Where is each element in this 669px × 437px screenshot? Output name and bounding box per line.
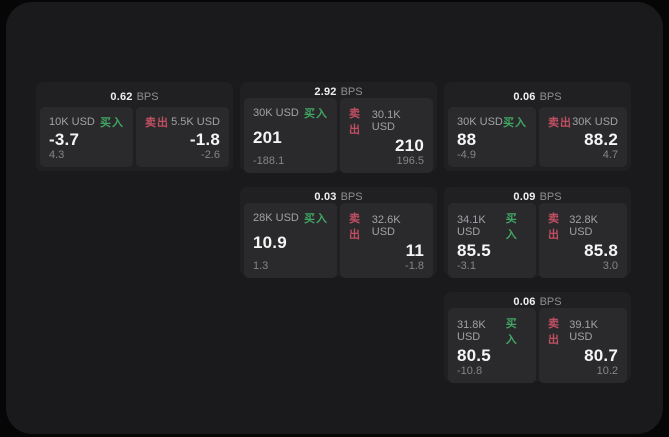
bps-unit: BPS xyxy=(340,86,363,98)
sell-delta: 3.0 xyxy=(602,260,618,272)
sell-tile[interactable]: 卖出 5.5K USD -1.8 -2.6 xyxy=(136,107,229,167)
card-body: 28K USD 买入 10.9 1.3 卖出 32.6K USD 11 -1.8 xyxy=(244,203,433,278)
sell-price: -1.8 xyxy=(189,129,220,149)
buy-tile[interactable]: 30K USD 买入 88 -4.9 xyxy=(448,107,536,167)
buy-delta: -188.1 xyxy=(253,155,285,167)
buy-tag[interactable]: 买入 xyxy=(304,108,328,120)
sell-tile[interactable]: 卖出 30K USD 88.2 4.7 xyxy=(539,107,627,167)
quote-card: 0.06 BPS 31.8K USD 买入 80.5 -10.8 卖出 39.1… xyxy=(444,292,631,383)
bps-value: 0.62 xyxy=(110,90,133,103)
buy-price: 10.9 xyxy=(253,233,287,252)
buy-price: -3.7 xyxy=(49,129,80,149)
bps-unit: BPS xyxy=(539,90,562,103)
sell-price: 210 xyxy=(395,136,424,155)
buy-tag[interactable]: 买入 xyxy=(505,318,518,346)
sell-tag[interactable]: 卖出 xyxy=(548,117,572,129)
sell-price: 80.7 xyxy=(584,346,618,365)
sell-tag[interactable]: 卖出 xyxy=(349,213,361,241)
sell-delta: -2.6 xyxy=(201,149,220,161)
sell-tile[interactable]: 卖出 39.1K USD 80.7 10.2 xyxy=(539,308,627,383)
card-body: 34.1K USD 买入 85.5 -3.1 卖出 32.8K USD 85.8… xyxy=(448,203,627,278)
bps-value: 0.06 xyxy=(513,296,536,308)
buy-size-label: 28K USD xyxy=(253,212,299,224)
buy-tile[interactable]: 10K USD 买入 -3.7 4.3 xyxy=(40,107,133,167)
sell-price: 85.8 xyxy=(584,241,618,260)
sell-delta: 10.2 xyxy=(596,365,618,377)
buy-tag[interactable]: 买入 xyxy=(304,213,328,225)
buy-price: 201 xyxy=(253,128,282,147)
buy-price: 85.5 xyxy=(457,241,491,260)
buy-tile[interactable]: 31.8K USD 买入 80.5 -10.8 xyxy=(448,308,536,383)
card-body: 31.8K USD 买入 80.5 -10.8 卖出 39.1K USD 80.… xyxy=(448,308,627,383)
sell-delta: 4.7 xyxy=(602,149,618,161)
sell-tile[interactable]: 卖出 32.8K USD 85.8 3.0 xyxy=(539,203,627,278)
sell-size-label: 32.6K USD xyxy=(371,214,401,238)
quote-card: 2.92 BPS 30K USD 买入 201 -188.1 卖出 30.1K … xyxy=(240,82,437,173)
card-header: 0.62 BPS xyxy=(40,86,229,107)
sell-size-label: 39.1K USD xyxy=(569,319,598,343)
quote-card: 0.06 BPS 30K USD 买入 88 -4.9 卖出 30K USD xyxy=(444,82,631,171)
bps-value: 0.09 xyxy=(513,191,536,203)
buy-size-label: 30K USD xyxy=(457,116,503,128)
buy-size-label: 30K USD xyxy=(253,107,299,119)
bps-value: 0.06 xyxy=(513,90,536,103)
bps-unit: BPS xyxy=(340,191,363,203)
sell-tile[interactable]: 卖出 30.1K USD 210 196.5 xyxy=(340,98,433,173)
buy-price: 88 xyxy=(457,129,477,149)
buy-tile[interactable]: 28K USD 买入 10.9 1.3 xyxy=(244,203,337,278)
buy-delta: -10.8 xyxy=(457,365,483,377)
sell-size-label: 5.5K USD xyxy=(171,116,220,128)
sell-delta: 196.5 xyxy=(396,155,424,167)
card-body: 30K USD 买入 201 -188.1 卖出 30.1K USD 210 1… xyxy=(244,98,433,173)
sell-tile[interactable]: 卖出 32.6K USD 11 -1.8 xyxy=(340,203,433,278)
buy-delta: -3.1 xyxy=(457,260,476,272)
sell-size-label: 32.8K USD xyxy=(569,214,598,238)
buy-tag[interactable]: 买入 xyxy=(100,117,124,129)
card-body: 10K USD 买入 -3.7 4.3 卖出 5.5K USD -1.8 -2.… xyxy=(40,107,229,167)
buy-tile[interactable]: 34.1K USD 买入 85.5 -3.1 xyxy=(448,203,536,278)
app-window: 0.62 BPS 10K USD 买入 -3.7 4.3 卖出 5.5K USD xyxy=(6,2,663,434)
sell-size-label: 30.1K USD xyxy=(371,109,401,133)
card-header: 0.06 BPS xyxy=(448,296,627,308)
card-header: 2.92 BPS xyxy=(244,86,433,98)
bps-unit: BPS xyxy=(539,191,562,203)
quote-grid: 0.62 BPS 10K USD 买入 -3.7 4.3 卖出 5.5K USD xyxy=(36,82,631,383)
sell-tag[interactable]: 卖出 xyxy=(548,213,560,241)
sell-delta: -1.8 xyxy=(405,260,424,272)
buy-size-label: 34.1K USD xyxy=(457,214,486,238)
sell-size-label: 30K USD xyxy=(572,116,618,128)
sell-tag[interactable]: 卖出 xyxy=(548,318,560,346)
buy-delta: 4.3 xyxy=(49,149,65,161)
buy-tile[interactable]: 30K USD 买入 201 -188.1 xyxy=(244,98,337,173)
bps-value: 0.03 xyxy=(314,191,337,203)
quote-card: 0.62 BPS 10K USD 买入 -3.7 4.3 卖出 5.5K USD xyxy=(36,82,233,171)
buy-size-label: 31.8K USD xyxy=(457,319,486,343)
quote-card: 0.03 BPS 28K USD 买入 10.9 1.3 卖出 32.6K US… xyxy=(240,187,437,278)
sell-tag[interactable]: 卖出 xyxy=(349,108,361,136)
sell-price: 11 xyxy=(405,241,424,260)
bps-value: 2.92 xyxy=(314,86,337,98)
card-header: 0.09 BPS xyxy=(448,191,627,203)
sell-price: 88.2 xyxy=(584,129,618,149)
bps-unit: BPS xyxy=(539,296,562,308)
card-body: 30K USD 买入 88 -4.9 卖出 30K USD 88.2 4.7 xyxy=(448,107,627,167)
card-header: 0.06 BPS xyxy=(448,86,627,107)
buy-size-label: 10K USD xyxy=(49,116,95,128)
bps-unit: BPS xyxy=(136,90,159,103)
buy-tag[interactable]: 买入 xyxy=(503,117,527,129)
buy-tag[interactable]: 买入 xyxy=(505,213,518,241)
buy-price: 80.5 xyxy=(457,346,491,365)
quote-card: 0.09 BPS 34.1K USD 买入 85.5 -3.1 卖出 32.8K… xyxy=(444,187,631,278)
sell-tag[interactable]: 卖出 xyxy=(145,117,169,129)
buy-delta: 1.3 xyxy=(253,260,269,272)
buy-delta: -4.9 xyxy=(457,149,476,161)
card-header: 0.03 BPS xyxy=(244,191,433,203)
